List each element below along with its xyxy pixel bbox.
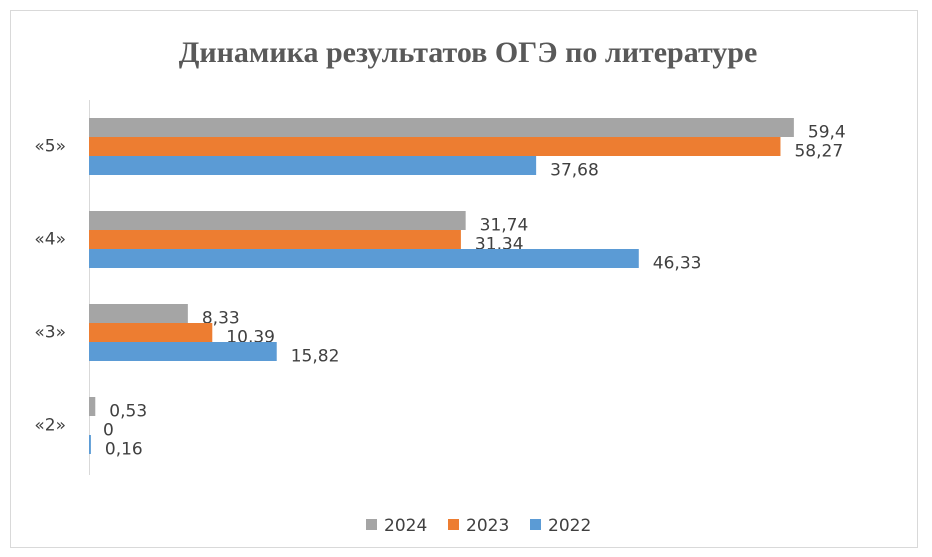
bar (89, 435, 91, 454)
y-tick-label: «2» (34, 416, 66, 436)
data-label: 58,27 (794, 142, 843, 162)
legend-swatch (448, 519, 459, 530)
data-label: 31,74 (480, 216, 529, 236)
data-label: 46,33 (653, 254, 702, 274)
legend-swatch (366, 519, 377, 530)
data-label: 15,82 (291, 347, 340, 367)
y-tick-label: «5» (34, 137, 66, 157)
chart-title: Динамика результатов ОГЭ по литературе (179, 36, 758, 69)
data-label: 37,68 (550, 161, 599, 181)
bar (89, 211, 466, 230)
legend-swatch (530, 519, 541, 530)
chart-border (10, 10, 918, 548)
bar (89, 156, 537, 175)
legend-label: 2024 (384, 516, 427, 536)
bar (89, 230, 461, 249)
bar (89, 118, 794, 137)
data-label: 59,4 (808, 123, 846, 143)
y-tick-label: «4» (34, 230, 66, 250)
data-label: 0,53 (109, 402, 147, 422)
bar (89, 342, 277, 361)
bar (89, 304, 188, 323)
data-label: 0,16 (105, 440, 143, 460)
bar (89, 137, 781, 156)
data-label: 0 (103, 421, 114, 441)
legend-label: 2022 (548, 516, 591, 536)
legend-label: 2023 (466, 516, 509, 536)
bar (89, 397, 96, 416)
bar (89, 249, 639, 268)
y-tick-label: «3» (34, 323, 66, 343)
bar (89, 323, 213, 342)
